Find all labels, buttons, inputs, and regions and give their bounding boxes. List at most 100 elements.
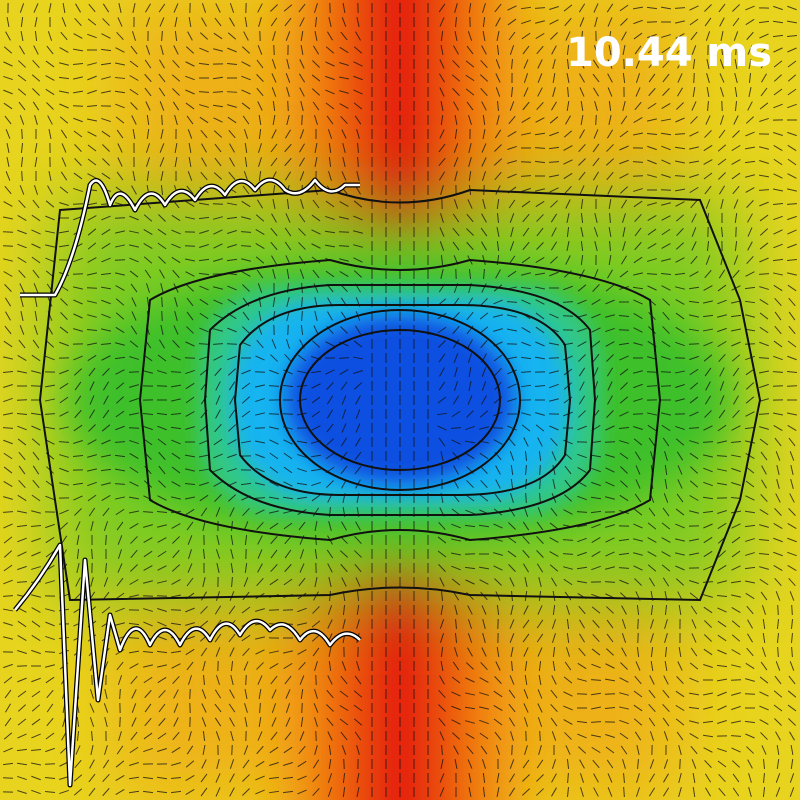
vector-arrow (324, 244, 336, 248)
vector-arrow (327, 773, 333, 783)
vector-arrow (255, 243, 265, 249)
vector-arrow (576, 580, 588, 584)
vector-arrow (620, 466, 628, 474)
vector-arrow (522, 774, 530, 782)
vector-arrow (241, 382, 251, 390)
vector-arrow (593, 787, 599, 797)
vector-arrow (604, 581, 616, 583)
vector-arrow (4, 325, 12, 335)
vector-arrow (297, 467, 307, 473)
vector-arrow (787, 355, 797, 361)
vector-arrow (567, 772, 569, 784)
vector-arrow (536, 227, 544, 237)
vector-arrow (733, 381, 739, 391)
vector-arrow (45, 340, 55, 348)
vector-arrow (128, 637, 140, 639)
vector-arrow (328, 17, 332, 27)
vector-arrow (635, 465, 641, 475)
vector-arrow (634, 451, 642, 461)
vector-arrow (301, 310, 303, 322)
vector-arrow (703, 606, 713, 614)
vector-arrow (760, 87, 768, 97)
vector-arrow (17, 565, 27, 571)
vector-arrow (464, 706, 476, 710)
vector-arrow (745, 552, 755, 556)
vector-arrow (787, 537, 797, 543)
vector-arrow (74, 508, 82, 516)
vector-arrow (549, 425, 559, 431)
vector-arrow (171, 663, 181, 669)
vector-arrow (562, 301, 574, 303)
vector-arrow (579, 633, 585, 643)
vector-arrow (215, 395, 221, 405)
vector-arrow (258, 157, 262, 167)
vector-arrow (773, 412, 783, 416)
vector-arrow (733, 199, 739, 209)
vector-arrow (731, 634, 741, 642)
vector-arrow (662, 73, 670, 83)
vector-arrow (185, 760, 195, 768)
vector-arrow (762, 758, 766, 770)
vector-arrow (508, 564, 516, 572)
vector-arrow (622, 101, 626, 111)
vector-arrow (787, 74, 797, 82)
vector-arrow (716, 455, 728, 457)
vector-arrow (311, 634, 321, 642)
vector-arrow (157, 354, 167, 362)
vector-arrow (171, 579, 181, 585)
vector-arrow (241, 396, 251, 404)
vector-arrow (674, 7, 686, 9)
vector-arrow (606, 367, 614, 377)
vector-arrow (591, 663, 601, 669)
vector-arrow (551, 451, 557, 461)
contours (38, 188, 762, 602)
vector-arrow (580, 30, 584, 42)
vector-arrow (226, 216, 238, 220)
vector-arrow (550, 241, 558, 251)
vector-arrow (325, 369, 335, 375)
vector-arrow (88, 787, 96, 797)
vector-arrow (3, 550, 13, 558)
vector-arrow (705, 787, 711, 797)
vector-arrow (115, 496, 125, 500)
vector-arrow (438, 353, 446, 363)
vector-arrow (607, 59, 613, 69)
vector-arrow (241, 425, 251, 431)
vector-arrow (270, 143, 278, 153)
vector-arrow (156, 385, 168, 387)
vector-arrow (297, 607, 307, 613)
vector-arrow (242, 759, 250, 769)
vector-arrow (5, 171, 11, 181)
vector-arrow (100, 272, 112, 276)
vector-arrow (215, 591, 221, 601)
vector-arrow (185, 788, 195, 796)
vector-arrow (689, 720, 699, 724)
vector-arrow (353, 61, 363, 67)
vector-arrow (227, 47, 237, 53)
vector-arrow (105, 534, 107, 546)
vector-arrow (128, 510, 140, 514)
vector-arrow (592, 633, 600, 643)
vector-arrow (31, 634, 41, 642)
vector-arrow (101, 482, 111, 486)
vector-arrow (690, 199, 698, 209)
vector-arrow (594, 213, 598, 223)
vector-arrow (451, 578, 461, 586)
vector-arrow (606, 129, 614, 139)
vector-arrow (115, 312, 125, 320)
vector-arrow (648, 87, 656, 97)
vector-arrow (312, 606, 320, 614)
vector-arrow (31, 425, 41, 431)
vector-arrow (158, 480, 166, 488)
vector-arrow (777, 604, 779, 616)
vector-arrow (579, 87, 585, 97)
vector-arrow (539, 478, 541, 490)
vector-arrow (576, 511, 588, 513)
vector-arrow (619, 440, 629, 444)
vector-arrow (520, 356, 532, 360)
vector-arrow (691, 241, 697, 251)
vector-arrow (717, 691, 727, 697)
vector-arrow (622, 213, 626, 223)
vector-arrow (102, 773, 110, 783)
